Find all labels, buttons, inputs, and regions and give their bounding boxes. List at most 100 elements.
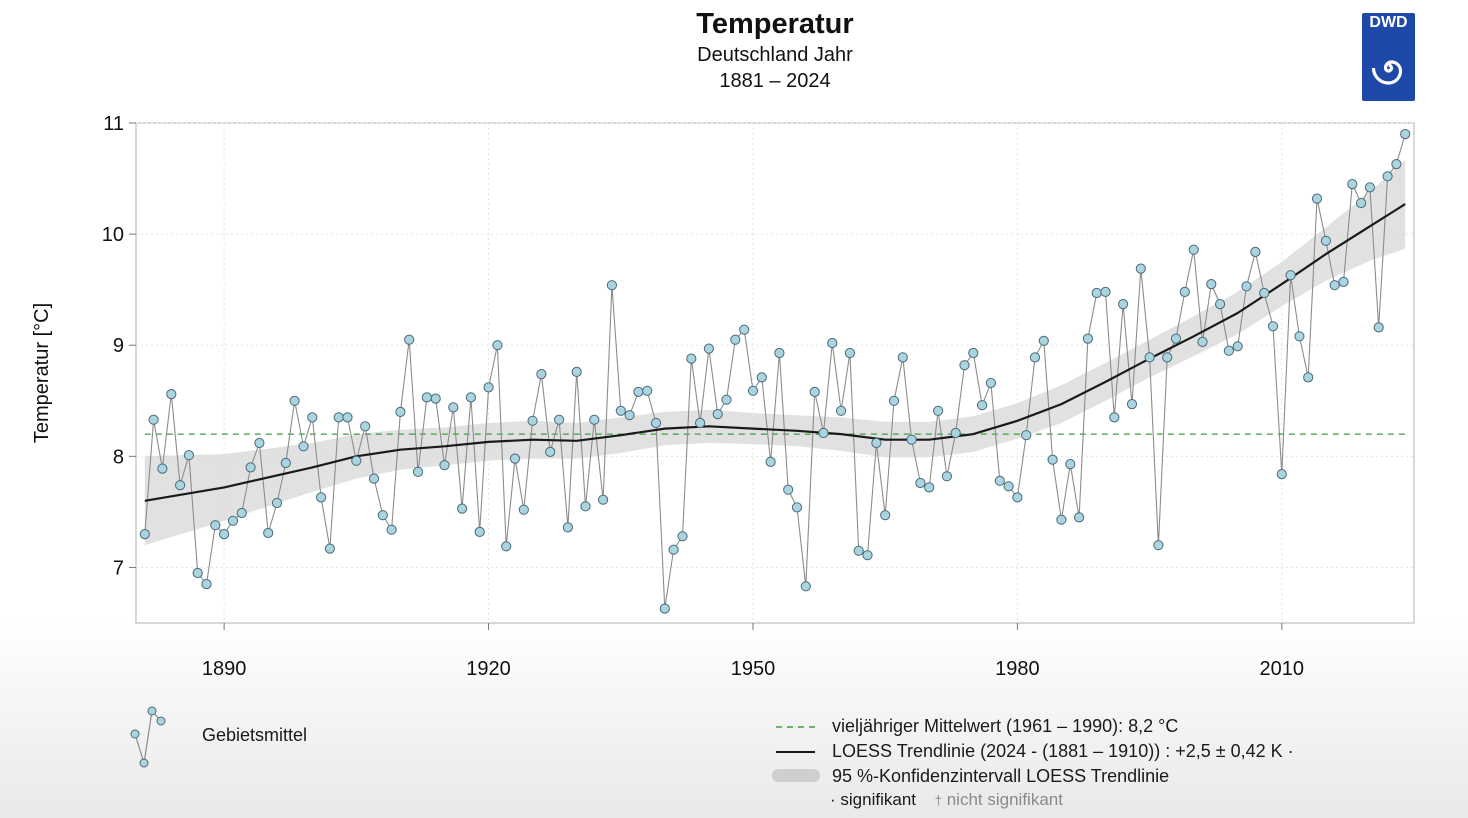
data-point bbox=[192, 567, 203, 579]
legend-mean-label: vieljähriger Mittelwert (1961 – 1990): 8… bbox=[832, 716, 1179, 736]
data-point bbox=[536, 369, 547, 380]
data-point bbox=[1285, 270, 1296, 281]
legend-points-label: Gebietsmittel bbox=[202, 725, 308, 745]
data-point bbox=[783, 484, 794, 495]
legend-significance-row: · signifikant † nicht signifikant bbox=[830, 790, 1063, 810]
data-point bbox=[800, 581, 811, 592]
data-point bbox=[1356, 197, 1367, 209]
y-tick-label: 7 bbox=[113, 557, 124, 579]
data-point bbox=[501, 541, 512, 552]
data-point bbox=[959, 360, 970, 371]
data-point bbox=[377, 510, 388, 521]
data-point bbox=[324, 543, 335, 554]
data-point bbox=[492, 340, 503, 351]
data-point bbox=[686, 353, 697, 364]
data-point bbox=[271, 497, 283, 509]
data-point bbox=[1373, 322, 1384, 333]
data-point bbox=[580, 501, 591, 512]
data-point bbox=[1144, 352, 1155, 363]
data-point bbox=[721, 394, 732, 405]
data-point bbox=[139, 529, 150, 540]
data-point bbox=[1021, 430, 1032, 441]
data-point bbox=[871, 437, 882, 449]
dwd-logo: DWD bbox=[1362, 13, 1415, 101]
data-point bbox=[1135, 263, 1146, 274]
data-point bbox=[386, 524, 397, 535]
legend-points-swatch bbox=[130, 706, 166, 768]
data-point bbox=[703, 343, 715, 354]
data-point bbox=[1074, 512, 1085, 523]
data-point bbox=[933, 405, 944, 416]
data-point bbox=[1065, 459, 1076, 470]
y-axis-label: Temperatur [°C] bbox=[31, 303, 53, 443]
data-point bbox=[853, 545, 864, 556]
data-point bbox=[1126, 399, 1138, 410]
legend-nonsig-label: nicht signifikant bbox=[946, 790, 1063, 809]
legend-band-swatch bbox=[772, 769, 820, 782]
data-point bbox=[280, 457, 291, 469]
data-point bbox=[1259, 287, 1270, 299]
data-point bbox=[245, 462, 256, 473]
x-tick-label: 1920 bbox=[466, 658, 511, 680]
data-point bbox=[1241, 281, 1252, 292]
data-point bbox=[589, 414, 600, 425]
data-point bbox=[1391, 159, 1402, 170]
points-layer bbox=[139, 129, 1411, 614]
data-point bbox=[968, 347, 979, 359]
data-point bbox=[994, 475, 1005, 486]
legend-background bbox=[0, 620, 1468, 818]
x-axis: 1890 1920 1950 1980 2010 bbox=[202, 623, 1304, 680]
swirl-icon bbox=[1371, 60, 1403, 85]
data-point bbox=[1109, 412, 1120, 423]
data-point bbox=[836, 405, 847, 416]
data-point bbox=[1347, 179, 1358, 190]
data-point bbox=[554, 414, 565, 425]
data-point bbox=[201, 579, 212, 590]
x-tick-label: 1980 bbox=[995, 658, 1040, 680]
data-point bbox=[448, 402, 459, 413]
plot-frame bbox=[135, 122, 1415, 624]
data-point bbox=[562, 522, 574, 533]
data-point bbox=[985, 377, 997, 389]
data-point bbox=[210, 520, 221, 531]
data-point bbox=[360, 421, 371, 432]
data-point bbox=[650, 417, 662, 429]
data-point bbox=[236, 507, 247, 519]
data-point bbox=[897, 352, 908, 363]
data-point bbox=[844, 347, 856, 359]
data-point bbox=[157, 463, 168, 474]
data-point bbox=[254, 437, 265, 449]
y-tick-label: 8 bbox=[113, 446, 124, 468]
legend-trend-suffix: · bbox=[1287, 741, 1294, 761]
data-point bbox=[862, 550, 873, 561]
data-point bbox=[888, 395, 900, 406]
data-point bbox=[606, 280, 618, 291]
data-point bbox=[465, 392, 476, 403]
chart-title: Temperatur bbox=[696, 8, 854, 40]
data-point bbox=[1082, 333, 1094, 344]
data-point bbox=[1029, 352, 1041, 363]
data-point bbox=[1276, 469, 1287, 480]
data-point bbox=[695, 417, 706, 429]
y-axis: 7 8 9 10 11 bbox=[102, 113, 136, 579]
data-point bbox=[307, 412, 318, 423]
data-point bbox=[730, 334, 741, 345]
data-point bbox=[368, 473, 380, 484]
data-point bbox=[1329, 280, 1340, 291]
data-point bbox=[1311, 193, 1323, 204]
data-point bbox=[404, 334, 415, 345]
data-point bbox=[950, 427, 961, 439]
legend-trend-row: LOESS Trendlinie (2024 - (1881 – 1910)) … bbox=[832, 741, 1294, 762]
data-point bbox=[915, 477, 926, 489]
data-point bbox=[509, 453, 521, 464]
legend-band-label: 95 %-Konfidenzintervall LOESS Trendlinie bbox=[832, 766, 1170, 786]
data-point bbox=[827, 337, 838, 349]
data-point bbox=[457, 503, 468, 514]
connector-layer bbox=[144, 133, 1406, 609]
data-point bbox=[421, 392, 432, 403]
y-tick-label: 10 bbox=[102, 224, 124, 246]
data-point bbox=[1215, 299, 1226, 310]
data-point bbox=[545, 446, 556, 457]
data-point bbox=[483, 382, 494, 393]
